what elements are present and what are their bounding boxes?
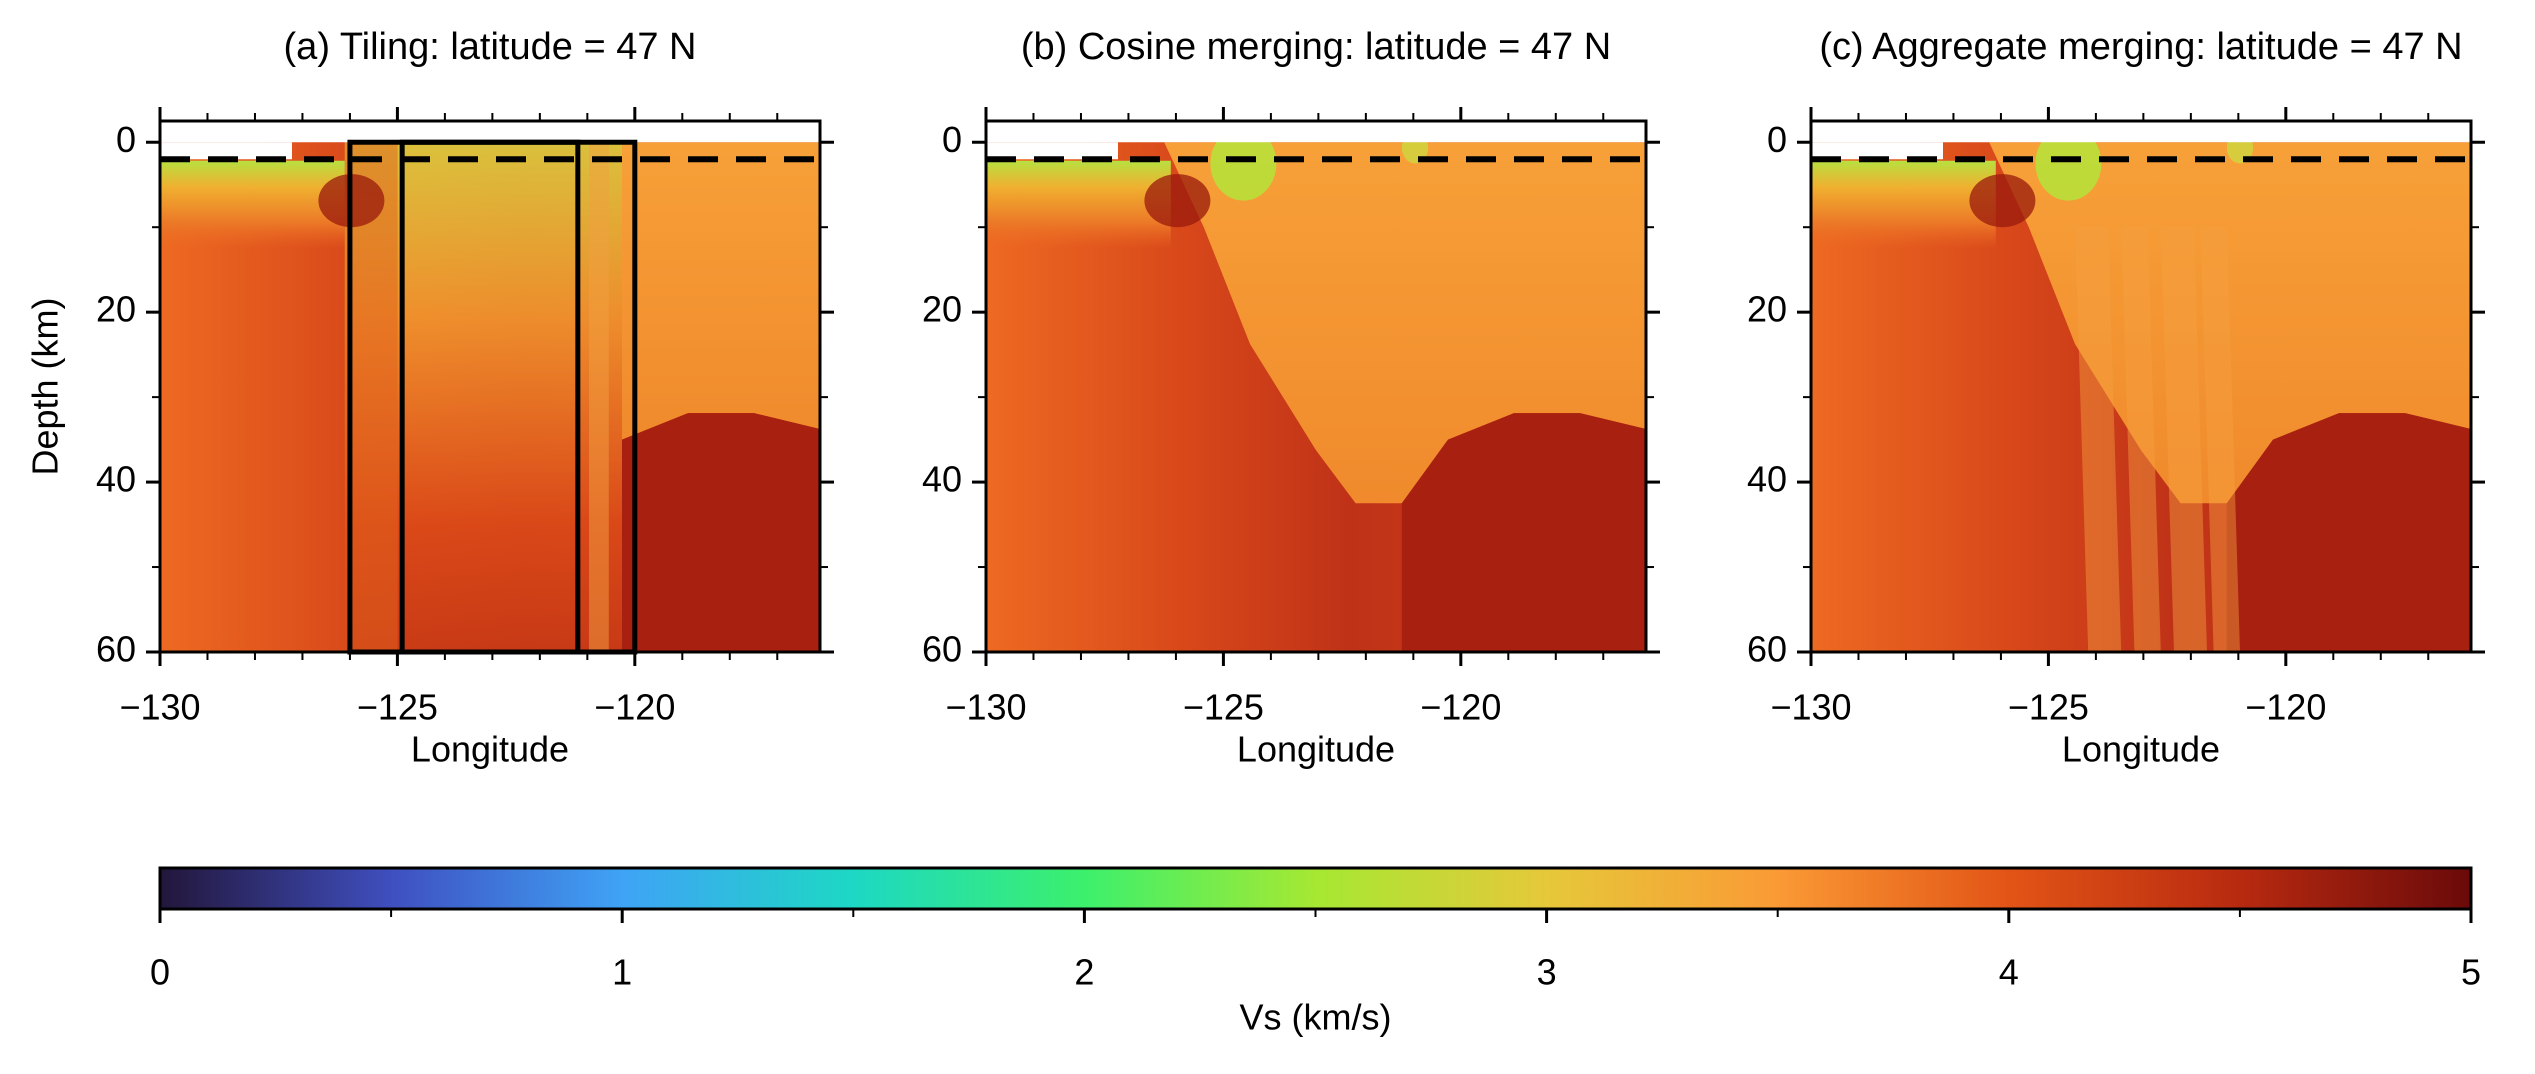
x-tick-label: −130: [1770, 687, 1851, 728]
plot-frame: [158, 119, 822, 654]
colorbar-tick-label: 5: [2461, 952, 2481, 993]
field-region: [1401, 413, 1646, 652]
x-axis-label: Longitude: [411, 729, 569, 770]
y-tick-label: 20: [96, 289, 136, 330]
y-tick-label: 60: [96, 629, 136, 670]
colorbar-tick-label: 1: [612, 952, 632, 993]
field-region: [2121, 227, 2161, 652]
field-region: [344, 142, 622, 652]
y-tick-label: 40: [1747, 459, 1787, 500]
field-region: [2226, 413, 2471, 652]
field-region: [1144, 174, 1211, 228]
colorbar-tick-label: 4: [1999, 952, 2019, 993]
y-tick-label: 40: [96, 459, 136, 500]
y-tick-label: 20: [1747, 289, 1787, 330]
colorbar-tick-label: 2: [1074, 952, 1094, 993]
x-tick-label: −125: [357, 687, 438, 728]
velocity-field: [160, 121, 820, 652]
chart-title: (b) Cosine merging: latitude = 47 N: [1021, 26, 1611, 68]
x-tick-label: −120: [2245, 687, 2326, 728]
no-data: [986, 121, 1646, 143]
y-tick-label: 0: [116, 119, 136, 160]
x-tick-label: −130: [119, 687, 200, 728]
field-region: [2200, 227, 2240, 652]
field-region: [1811, 160, 1996, 249]
x-axis-label: Longitude: [1237, 729, 1395, 770]
no-data: [986, 142, 1118, 160]
field-region: [1210, 126, 1277, 201]
field-region: [1164, 142, 1646, 504]
x-axis-label: Longitude: [2062, 729, 2220, 770]
colorbar-label: Vs (km/s): [1240, 997, 1392, 1038]
x-tick-label: −120: [1420, 687, 1501, 728]
field-region: [1969, 174, 2036, 228]
colorbar-tick-label: 3: [1537, 952, 1557, 993]
field-region: [2075, 227, 2122, 652]
y-tick-label: 60: [922, 629, 962, 670]
no-data: [1811, 142, 1943, 160]
x-tick-label: −130: [945, 687, 1026, 728]
velocity-field: [986, 121, 1646, 652]
no-data: [160, 142, 292, 160]
chart-title: (a) Tiling: latitude = 47 N: [284, 26, 697, 68]
y-tick-label: 40: [922, 459, 962, 500]
y-axis-label: Depth (km): [25, 297, 66, 475]
colorbar: [158, 866, 2473, 911]
plot-frame: [1809, 119, 2473, 654]
colorbar-tick-label: 0: [150, 952, 170, 993]
plot-frame: [984, 119, 1648, 654]
field-region: [986, 160, 1171, 249]
field-region: [2035, 126, 2102, 201]
y-tick-label: 20: [922, 289, 962, 330]
field-region: [622, 413, 820, 652]
chart-title: (c) Aggregate merging: latitude = 47 N: [1819, 26, 2462, 68]
x-tick-label: −125: [1183, 687, 1264, 728]
field-region: [160, 160, 345, 249]
no-data: [160, 121, 820, 143]
y-tick-label: 0: [1767, 119, 1787, 160]
field-region: [2160, 227, 2207, 652]
x-tick-label: −120: [594, 687, 675, 728]
x-tick-label: −125: [2008, 687, 2089, 728]
velocity-field: [1811, 121, 2471, 652]
y-tick-label: 60: [1747, 629, 1787, 670]
field-region: [1989, 142, 2471, 504]
field-region: [622, 142, 820, 440]
y-tick-label: 0: [942, 119, 962, 160]
no-data: [1811, 121, 2471, 143]
field-region: [344, 142, 398, 652]
field-region: [589, 142, 609, 652]
